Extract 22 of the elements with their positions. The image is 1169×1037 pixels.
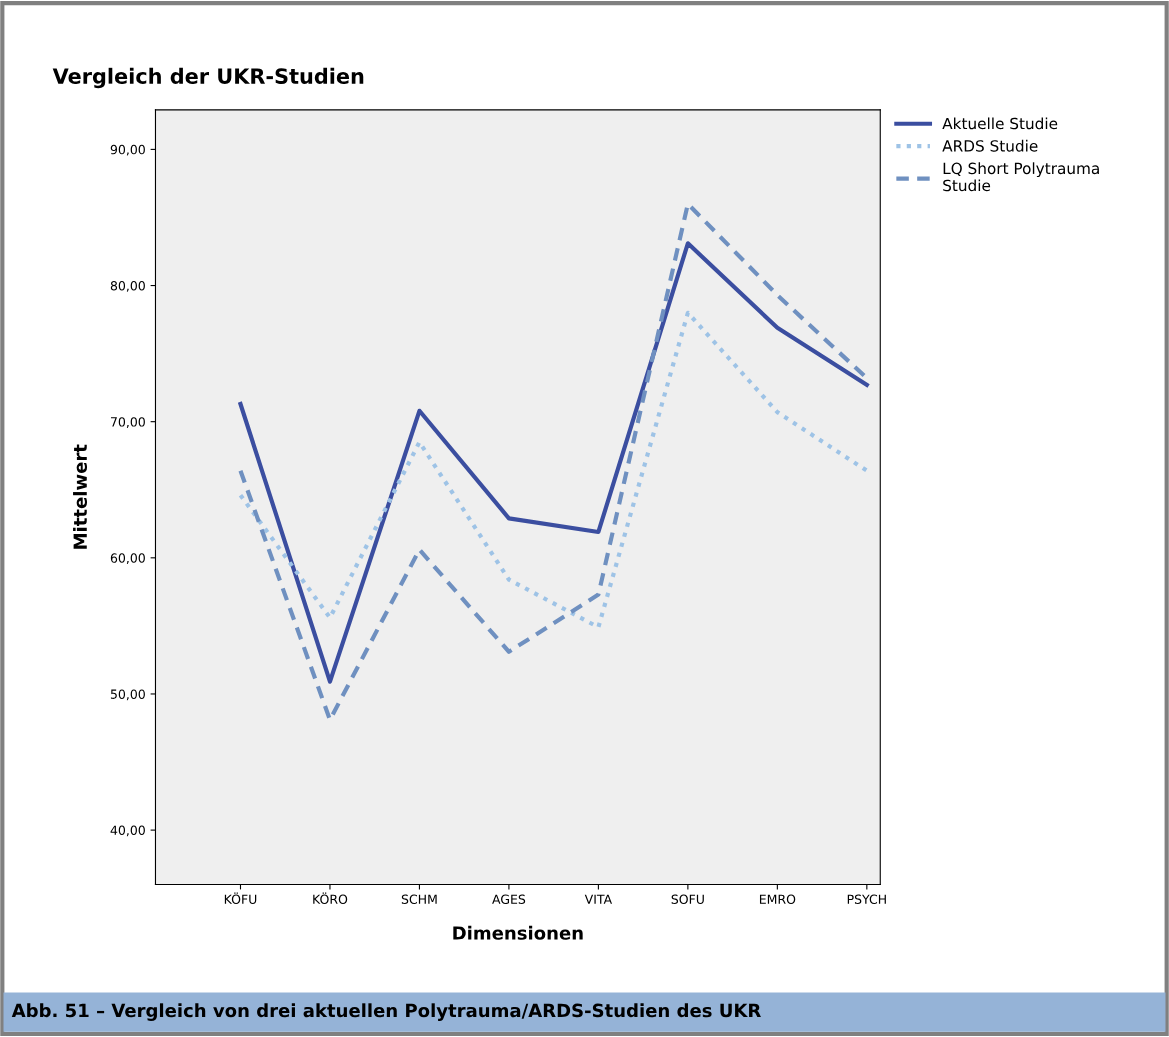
chart-title: Vergleich der UKR-Studien xyxy=(52,67,364,89)
line-series xyxy=(238,310,869,630)
y-tick-label: 90,00 xyxy=(110,144,145,156)
legend-label: Aktuelle Studie xyxy=(942,117,1058,130)
x-tick-label: KÖRO xyxy=(313,892,348,904)
y-tick-label: 70,00 xyxy=(111,417,145,428)
x-tick-label: SOFU xyxy=(671,894,704,904)
x-tick-label: VITA xyxy=(584,894,613,904)
y-tick-label: 60,00 xyxy=(110,553,145,565)
y-tick-label: 50,00 xyxy=(110,689,145,701)
x-tick-label: AGES xyxy=(492,894,526,904)
x-axis-title: Dimensionen xyxy=(453,925,583,940)
x-tick-label: EMRO xyxy=(759,894,796,904)
x-tick-label: KÖFU xyxy=(224,892,257,904)
legend-label: LQ Short Polytrauma Studie xyxy=(943,162,1099,192)
legend-label: ARDS Studie xyxy=(942,139,1038,152)
y-tick-label: 80,00 xyxy=(110,281,145,292)
caption: Abb. 51 – Vergleich von drei aktuellen Polytrauma/ARDS-Studien des UKR xyxy=(11,1003,761,1021)
y-tick-label: 40,00 xyxy=(110,825,145,837)
x-tick-label: SCHM xyxy=(401,894,437,904)
x-tick-label: PSYCH xyxy=(847,894,886,904)
y-axis-title: Mittelwert xyxy=(73,444,88,549)
